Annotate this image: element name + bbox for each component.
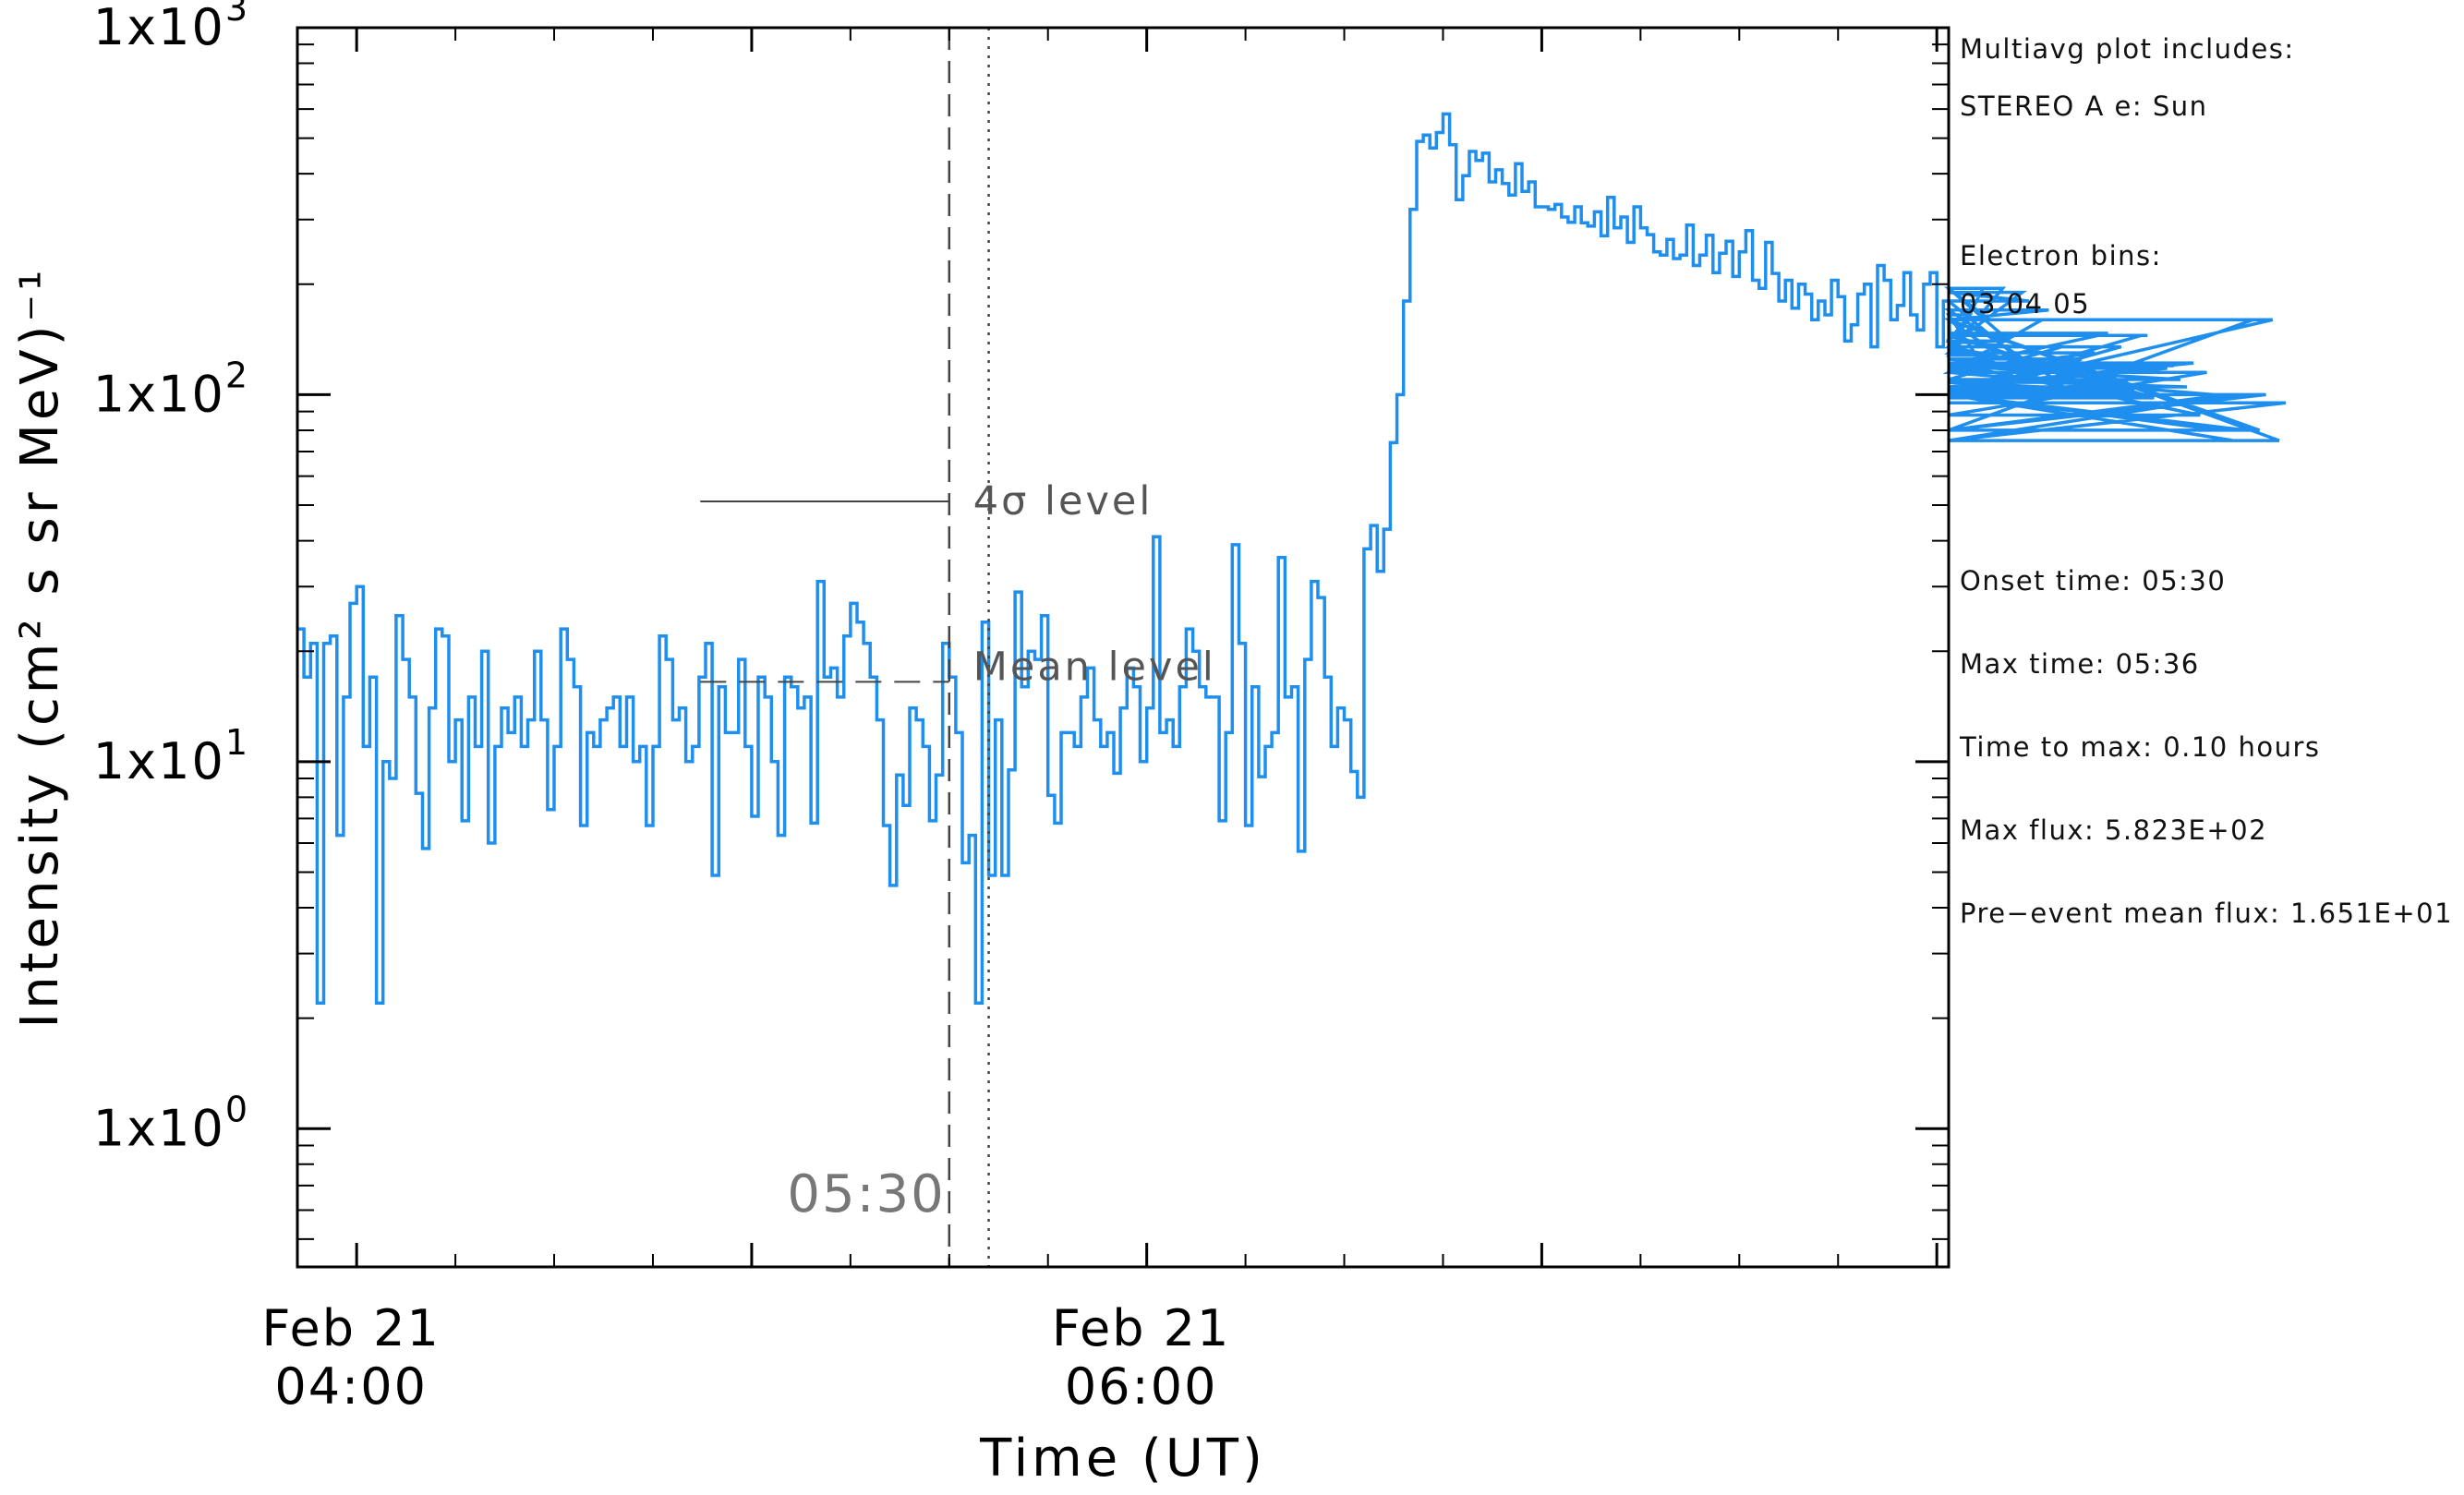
y-tick-label: 1x101	[93, 722, 249, 790]
axis-labels: Time (UT) Intensity (cm² s sr MeV)⁻¹	[10, 267, 1266, 1489]
annotation-layer: 4σ level Mean level 05:30	[700, 28, 1216, 1267]
info-max-flux: Max flux: 5.823E+02	[1960, 814, 2267, 846]
info-plot-includes: Multiavg plot includes:	[1960, 33, 2295, 65]
plot-frame	[296, 26, 1951, 1269]
info-time-to-max: Time to max: 0.10 hours	[1959, 731, 2321, 763]
x-tick-time: 04:00	[274, 1357, 428, 1416]
x-tick-date: Feb 21	[1052, 1299, 1231, 1357]
y-axis-title: Intensity (cm² s sr MeV)⁻¹	[10, 267, 70, 1029]
info-pre-event-flux: Pre−event mean flux: 1.651E+01	[1960, 898, 2453, 929]
sigma-level-label: 4σ level	[973, 478, 1153, 524]
info-panel: Multiavg plot includes: STEREO A e: Sun …	[1959, 33, 2453, 929]
mean-level-label: Mean level	[973, 644, 1216, 690]
y-tick-label: 1x102	[93, 355, 249, 423]
x-tick-time: 06:00	[1065, 1357, 1218, 1416]
info-max-time: Max time: 05:36	[1960, 648, 2200, 680]
info-bins: 03 04 05	[1960, 288, 2090, 319]
info-instrument: STEREO A e: Sun	[1960, 90, 2208, 122]
info-onset-time: Onset time: 05:30	[1960, 565, 2226, 597]
x-tick-date: Feb 21	[261, 1299, 441, 1357]
info-bins-label: Electron bins:	[1960, 240, 2162, 271]
onset-time-label: 05:30	[787, 1164, 945, 1224]
y-tick-label: 1x100	[93, 1089, 249, 1157]
y-tick-label: 1x103	[93, 0, 249, 56]
x-axis-title: Time (UT)	[979, 1429, 1266, 1489]
